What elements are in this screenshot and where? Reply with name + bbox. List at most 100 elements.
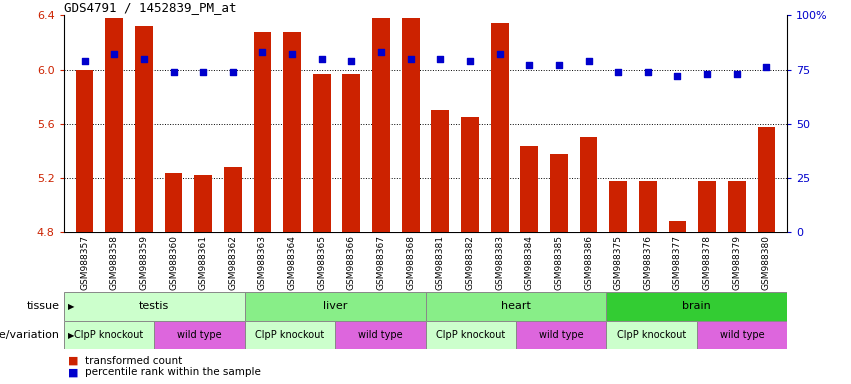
- Text: testis: testis: [139, 301, 169, 311]
- Point: [315, 56, 328, 62]
- Text: GSM988364: GSM988364: [288, 235, 297, 290]
- Text: GSM988378: GSM988378: [703, 235, 711, 290]
- Bar: [402, 18, 420, 232]
- Bar: [64, 321, 154, 349]
- Text: wild type: wild type: [177, 330, 222, 340]
- Bar: [164, 173, 182, 232]
- Point: [523, 62, 536, 68]
- Bar: [335, 321, 426, 349]
- Point: [552, 62, 566, 68]
- Point: [255, 49, 269, 55]
- Text: GDS4791 / 1452839_PM_at: GDS4791 / 1452839_PM_at: [64, 1, 237, 14]
- Bar: [313, 74, 331, 232]
- Bar: [154, 321, 245, 349]
- Text: GSM988384: GSM988384: [525, 235, 534, 290]
- Bar: [516, 321, 607, 349]
- Point: [611, 69, 625, 75]
- Point: [433, 56, 447, 62]
- Text: GSM988360: GSM988360: [169, 235, 178, 290]
- Bar: [607, 292, 787, 321]
- Bar: [224, 167, 242, 232]
- Text: GSM988381: GSM988381: [436, 235, 445, 290]
- Point: [197, 69, 210, 75]
- Bar: [283, 31, 301, 232]
- Text: heart: heart: [501, 301, 531, 311]
- Point: [137, 56, 151, 62]
- Bar: [245, 292, 426, 321]
- Text: wild type: wild type: [539, 330, 584, 340]
- Text: GSM988357: GSM988357: [80, 235, 89, 290]
- Text: ■: ■: [68, 356, 78, 366]
- Point: [493, 51, 506, 58]
- Point: [107, 51, 121, 58]
- Bar: [728, 181, 745, 232]
- Text: ▶: ▶: [68, 302, 75, 311]
- Text: tissue: tissue: [26, 301, 60, 311]
- Bar: [342, 74, 360, 232]
- Bar: [254, 31, 271, 232]
- Bar: [135, 26, 153, 232]
- Text: GSM988367: GSM988367: [376, 235, 386, 290]
- Text: ▶: ▶: [68, 331, 75, 339]
- Point: [760, 65, 774, 71]
- Text: GSM988382: GSM988382: [465, 235, 475, 290]
- Text: genotype/variation: genotype/variation: [0, 330, 60, 340]
- Bar: [669, 222, 687, 232]
- Bar: [639, 181, 657, 232]
- Bar: [431, 110, 449, 232]
- Point: [582, 58, 596, 64]
- Bar: [607, 321, 697, 349]
- Text: GSM988385: GSM988385: [554, 235, 563, 290]
- Text: percentile rank within the sample: percentile rank within the sample: [85, 367, 261, 377]
- Bar: [461, 117, 479, 232]
- Text: GSM988386: GSM988386: [584, 235, 593, 290]
- Bar: [550, 154, 568, 232]
- Bar: [609, 181, 627, 232]
- Point: [167, 69, 180, 75]
- Bar: [697, 321, 787, 349]
- Bar: [194, 175, 212, 232]
- Point: [77, 58, 91, 64]
- Bar: [76, 70, 94, 232]
- Text: transformed count: transformed count: [85, 356, 182, 366]
- Text: GSM988380: GSM988380: [762, 235, 771, 290]
- Text: liver: liver: [323, 301, 347, 311]
- Text: GSM988366: GSM988366: [347, 235, 356, 290]
- Bar: [520, 146, 538, 232]
- Text: ClpP knockout: ClpP knockout: [74, 330, 144, 340]
- Text: brain: brain: [683, 301, 711, 311]
- Text: GSM988368: GSM988368: [406, 235, 415, 290]
- Text: ClpP knockout: ClpP knockout: [436, 330, 505, 340]
- Text: wild type: wild type: [720, 330, 764, 340]
- Text: GSM988379: GSM988379: [732, 235, 741, 290]
- Text: wild type: wild type: [358, 330, 403, 340]
- Text: ClpP knockout: ClpP knockout: [617, 330, 686, 340]
- Bar: [580, 137, 597, 232]
- Text: GSM988375: GSM988375: [614, 235, 623, 290]
- Text: GSM988362: GSM988362: [228, 235, 237, 290]
- Point: [641, 69, 654, 75]
- Bar: [106, 18, 123, 232]
- Text: GSM988383: GSM988383: [495, 235, 504, 290]
- Bar: [372, 18, 390, 232]
- Text: GSM988361: GSM988361: [198, 235, 208, 290]
- Bar: [245, 321, 335, 349]
- Bar: [64, 292, 245, 321]
- Point: [345, 58, 358, 64]
- Point: [374, 49, 388, 55]
- Point: [730, 71, 744, 77]
- Point: [226, 69, 240, 75]
- Text: GSM988358: GSM988358: [110, 235, 119, 290]
- Text: GSM988363: GSM988363: [258, 235, 267, 290]
- Point: [700, 71, 714, 77]
- Bar: [426, 292, 606, 321]
- Text: GSM988376: GSM988376: [643, 235, 653, 290]
- Text: GSM988377: GSM988377: [673, 235, 682, 290]
- Bar: [426, 321, 516, 349]
- Point: [671, 73, 684, 79]
- Bar: [757, 127, 775, 232]
- Point: [285, 51, 299, 58]
- Bar: [698, 181, 716, 232]
- Text: GSM988359: GSM988359: [140, 235, 148, 290]
- Text: ■: ■: [68, 367, 78, 377]
